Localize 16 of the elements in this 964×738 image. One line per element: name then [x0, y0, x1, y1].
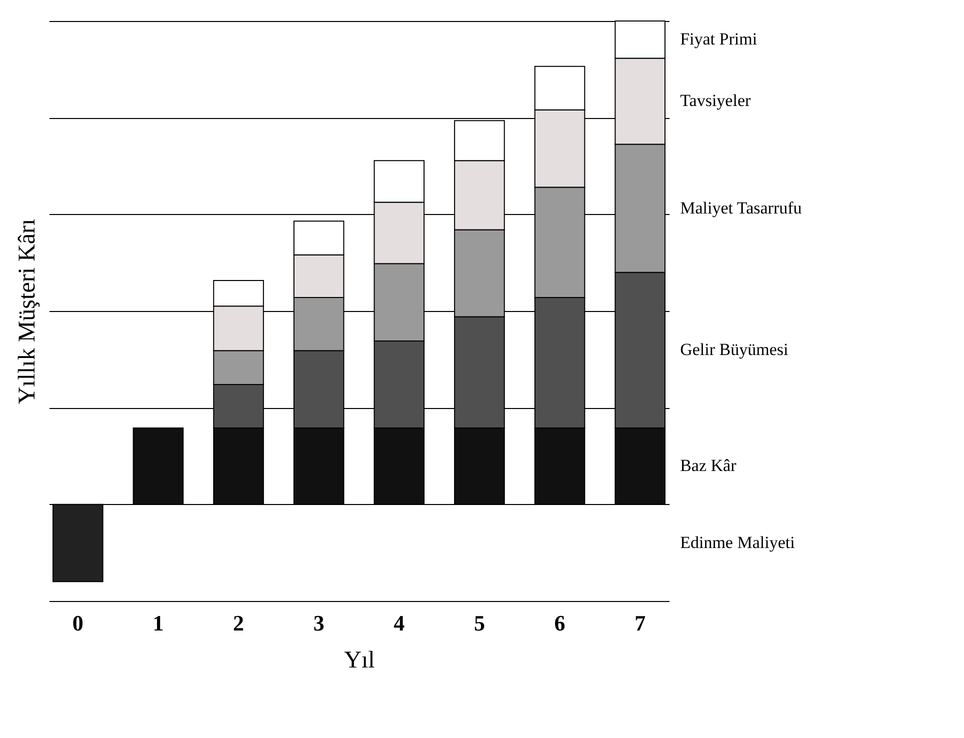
x-tick-label: 2	[233, 610, 244, 636]
x-tick-label: 1	[152, 610, 164, 636]
series-label: Tavsiyeler	[680, 91, 751, 110]
y-axis-title: Yıllık Müşteri Kârı	[14, 218, 40, 404]
text: Edinme Maliyeti	[680, 533, 796, 552]
series-label: Gelir Büyümesi	[680, 340, 788, 360]
x-tick-label: 6	[554, 610, 566, 636]
series-label: Fiyat Primi	[680, 30, 758, 49]
series-label: Maliyet Tasarrufu	[680, 198, 802, 218]
x-tick-label: 7	[634, 610, 646, 636]
x-axis-title: Yıl	[344, 648, 376, 674]
x-tick-label: 4	[394, 610, 405, 636]
series-label: Baz Kâr	[680, 456, 737, 476]
x-tick-label: 0	[72, 610, 84, 636]
x-tick-label: 3	[313, 610, 324, 636]
x-tick-label: 5	[474, 610, 485, 636]
